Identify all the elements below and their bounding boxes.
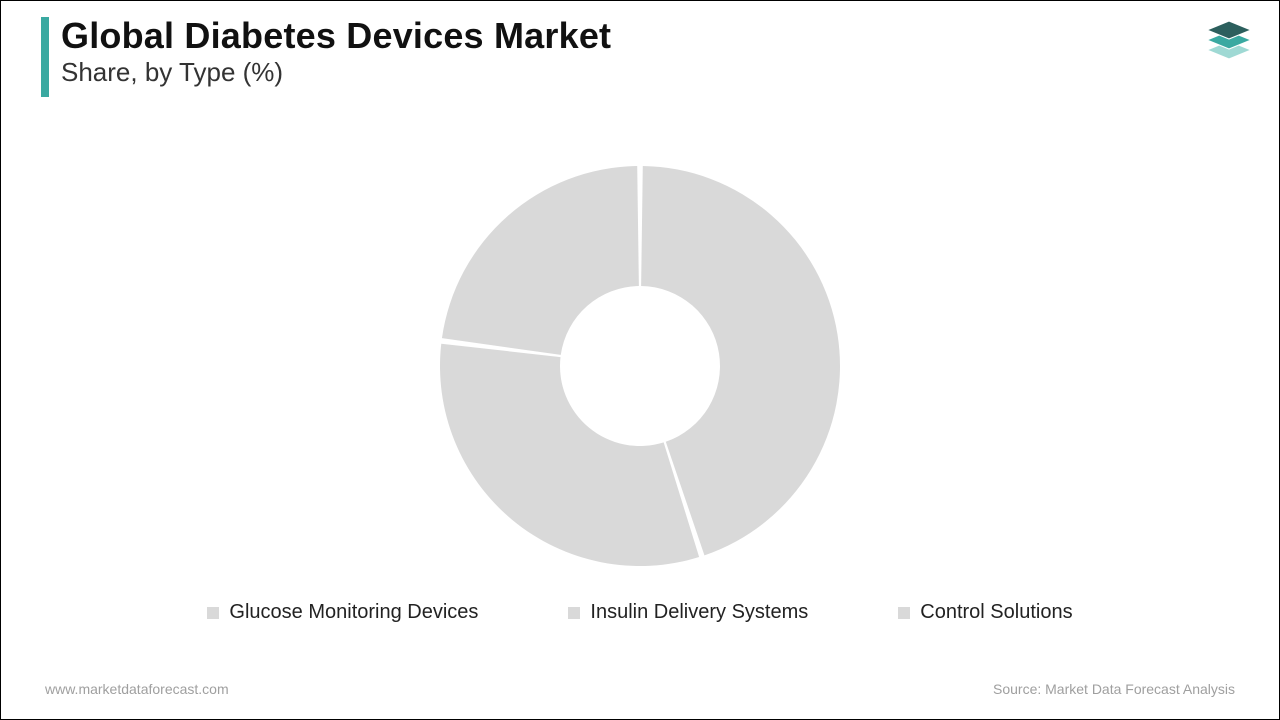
brand-logo-icon: [1199, 15, 1259, 65]
legend-swatch-icon: [568, 607, 580, 619]
legend: Glucose Monitoring Devices Insulin Deliv…: [1, 601, 1279, 624]
title-block: Global Diabetes Devices Market Share, by…: [41, 17, 611, 97]
donut-slice-1: [440, 344, 699, 566]
legend-label: Insulin Delivery Systems: [590, 601, 808, 624]
chart-subtitle: Share, by Type (%): [61, 57, 611, 88]
title-text-wrap: Global Diabetes Devices Market Share, by…: [61, 17, 611, 97]
legend-swatch-icon: [898, 607, 910, 619]
legend-item-1: Insulin Delivery Systems: [568, 601, 808, 624]
legend-swatch-icon: [207, 607, 219, 619]
donut-slice-2: [442, 166, 639, 355]
chart-frame: Global Diabetes Devices Market Share, by…: [0, 0, 1280, 720]
donut-chart: [400, 126, 880, 606]
legend-item-2: Control Solutions: [898, 601, 1072, 624]
chart-title: Global Diabetes Devices Market: [61, 17, 611, 55]
legend-label: Control Solutions: [920, 601, 1072, 624]
footer-source: Source: Market Data Forecast Analysis: [993, 681, 1235, 697]
footer-url: www.marketdataforecast.com: [45, 681, 229, 697]
chart-area: [1, 121, 1279, 611]
legend-item-0: Glucose Monitoring Devices: [207, 601, 478, 624]
title-accent-bar: [41, 17, 49, 97]
legend-label: Glucose Monitoring Devices: [229, 601, 478, 624]
logo-layer-top: [1207, 21, 1251, 39]
